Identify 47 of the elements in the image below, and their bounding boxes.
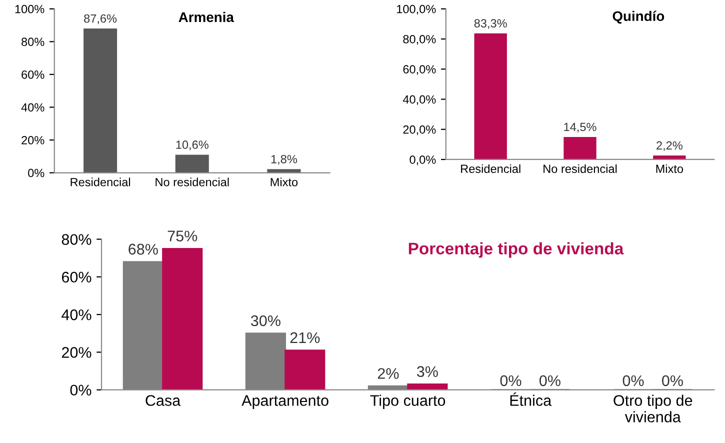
y-tick-label: 20,0%: [403, 125, 436, 136]
x-tick-label: Residencial: [70, 178, 130, 186]
x-tick-label: Residencial: [461, 164, 520, 174]
data-label: 87,6%: [84, 14, 117, 24]
x-tick-label: Otro tipo de vivienda: [614, 394, 692, 422]
data-label: 2%: [378, 368, 399, 379]
y-tick-label: 40,0%: [402, 95, 436, 106]
y-tick-label: 80,0%: [403, 35, 436, 45]
data-label: 0%: [622, 375, 644, 386]
y-tick-label: 40%: [62, 309, 92, 320]
data-label: 0%: [540, 375, 560, 386]
x-tick-label: Étnica: [510, 392, 552, 406]
data-label: 68%: [128, 244, 158, 255]
data-label: 75%: [168, 230, 198, 242]
x-tick-label: No residencial: [156, 178, 229, 186]
y-tick-label: 60%: [22, 70, 44, 79]
y-tick-label: 40%: [21, 103, 44, 112]
data-label: 21%: [290, 332, 320, 344]
x-tick-label: No residencial: [544, 164, 617, 174]
y-tick-label: 0,0%: [410, 156, 436, 166]
x-tick-label: Mixto: [270, 178, 298, 186]
y-tick-label: 60,0%: [403, 65, 436, 75]
y-tick-label: 20%: [62, 347, 92, 358]
x-tick-label: Apartamento: [242, 395, 328, 409]
x-tick-label: Mixto: [656, 164, 684, 174]
data-label: 0%: [662, 375, 683, 386]
x-tick-label: Tipo cuarto: [370, 394, 446, 409]
data-label: 10,6%: [176, 140, 208, 150]
data-label: 14,5%: [564, 122, 596, 133]
data-label: 1,8%: [271, 154, 297, 165]
data-label: 3%: [416, 366, 438, 378]
data-label: 0%: [500, 375, 522, 386]
y-tick-label: 80%: [22, 38, 44, 46]
chart-title: Armenia: [178, 12, 234, 22]
y-tick-label: 0%: [70, 384, 92, 396]
data-label: 83,3%: [474, 19, 507, 29]
chart-title: Quindío: [612, 10, 664, 24]
chart-title: Porcentaje tipo de vivienda: [408, 242, 624, 258]
data-label: 2,2%: [656, 141, 682, 152]
y-tick-label: 0%: [28, 168, 44, 178]
y-tick-label: 80%: [62, 234, 92, 245]
y-tick-label: 100,0%: [397, 4, 436, 15]
y-tick-label: 100%: [15, 4, 44, 14]
y-tick-label: 20%: [22, 136, 44, 144]
y-tick-label: 60%: [62, 272, 92, 283]
data-label: 30%: [250, 315, 280, 326]
x-tick-label: Casa: [146, 395, 181, 406]
